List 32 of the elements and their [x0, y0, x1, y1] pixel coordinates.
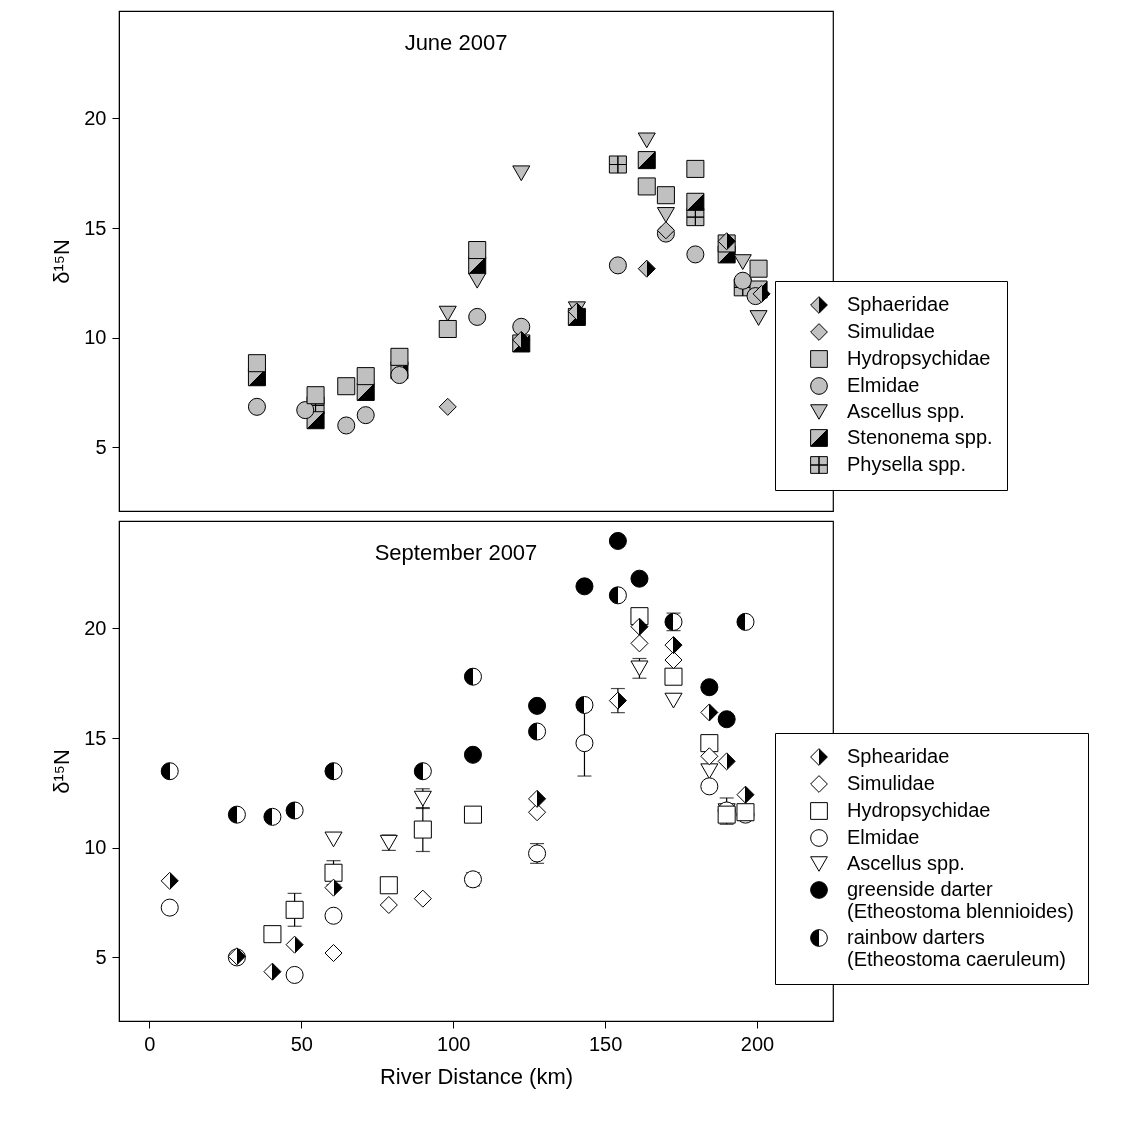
y-tick-label: 15 [84, 726, 107, 749]
legend-label: Hydropsychidae [847, 799, 991, 821]
legend-label: Elmidae [847, 374, 920, 396]
legend-label: Hydropsychidae [847, 347, 991, 369]
y-tick-label: 15 [84, 216, 107, 239]
legend-label: Ascellus spp. [847, 400, 965, 422]
legend-label: Elmidae [847, 826, 920, 848]
text: June 2007 [404, 30, 508, 55]
y-tick-label: 5 [95, 435, 107, 458]
legend-label: Sphaeridae [847, 293, 950, 315]
x-tick-label: 0 [144, 1032, 156, 1055]
text: September 2007 [374, 540, 538, 565]
y-tick-label: 20 [84, 106, 107, 129]
y-tick-label: 10 [84, 326, 107, 349]
y-tick-label: 5 [95, 945, 107, 968]
y-axis-title: δ¹⁵N [49, 749, 75, 794]
legend-label: rainbow darters (Etheostoma caeruleum) [847, 926, 1066, 970]
x-tick-label: 150 [588, 1032, 623, 1055]
x-tick-label: 200 [740, 1032, 775, 1055]
legend-label: Simulidae [847, 320, 935, 342]
legend-label: Ascellus spp. [847, 852, 965, 874]
x-tick-label: 50 [290, 1032, 313, 1055]
legend-label: Stenonema spp. [847, 426, 993, 448]
y-tick-label: 10 [84, 836, 107, 859]
legend-label: Simulidae [847, 772, 935, 794]
x-tick-label: 100 [437, 1032, 471, 1055]
y-tick-label: 20 [84, 616, 107, 639]
y-axis-title: δ¹⁵N [49, 239, 75, 284]
legend-label: greenside darter (Etheostoma blennioides) [847, 878, 1074, 922]
legend-label: Physella spp. [847, 453, 966, 475]
x-axis-title: River Distance (km) [379, 1063, 574, 1089]
legend-label: Sphearidae [847, 745, 950, 767]
